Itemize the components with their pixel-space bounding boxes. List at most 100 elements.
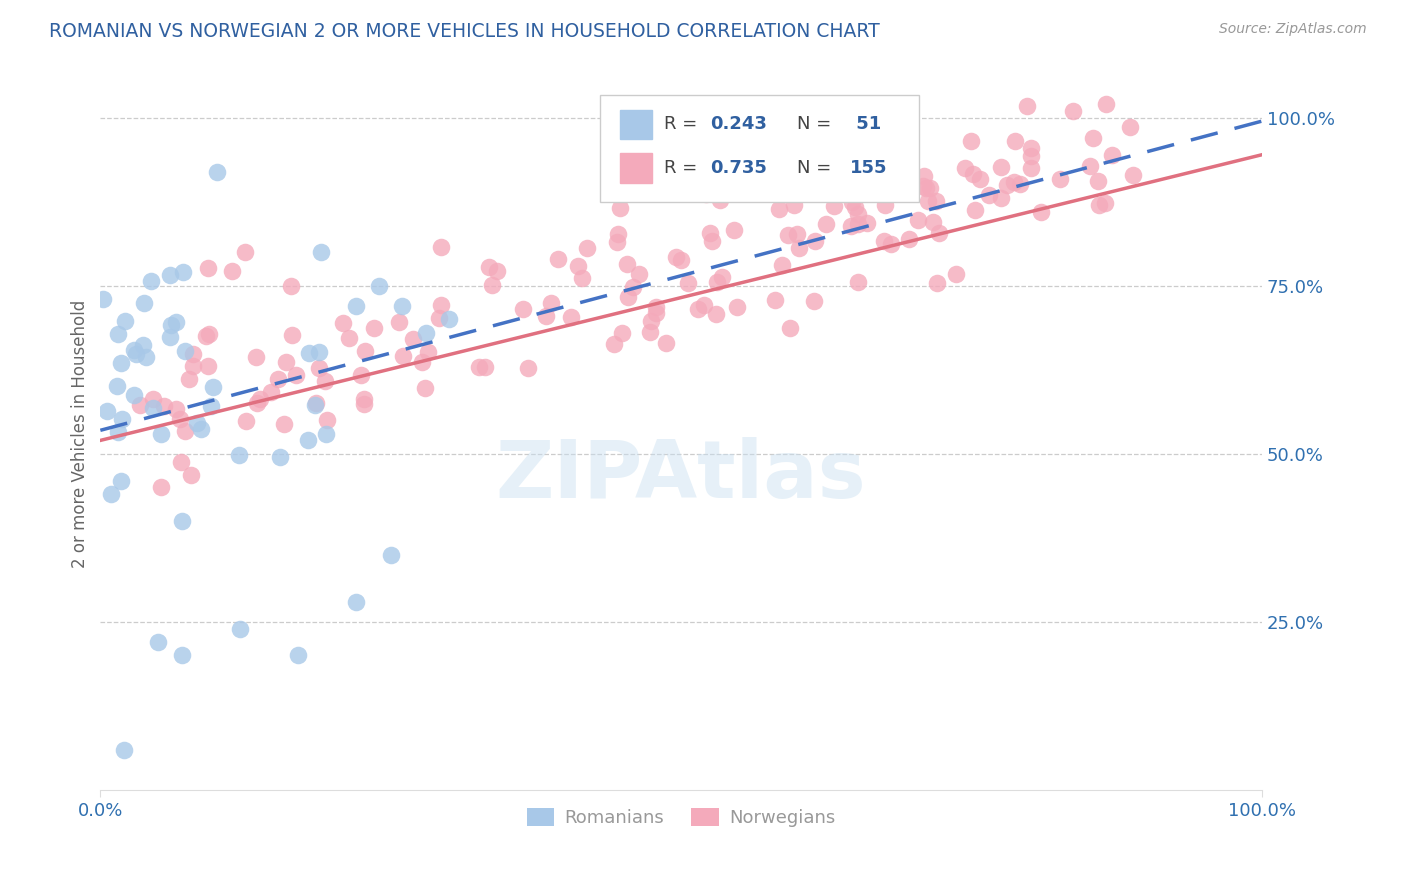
Point bbox=[174, 424, 197, 438]
Text: N =: N = bbox=[797, 159, 838, 177]
Point bbox=[907, 213, 929, 227]
Legend: Romanians, Norwegians: Romanians, Norwegians bbox=[519, 800, 842, 834]
Point bbox=[132, 296, 155, 310]
Point bbox=[1021, 141, 1043, 155]
Point bbox=[1002, 176, 1025, 190]
Point bbox=[337, 331, 360, 345]
Point bbox=[416, 344, 439, 359]
Point bbox=[873, 198, 896, 212]
Point bbox=[411, 354, 433, 368]
Point bbox=[287, 648, 309, 663]
Point bbox=[709, 193, 731, 207]
Point bbox=[804, 234, 827, 248]
Point bbox=[122, 388, 145, 402]
Point bbox=[474, 360, 496, 375]
Point bbox=[107, 327, 129, 342]
Point bbox=[706, 275, 728, 289]
Point bbox=[197, 359, 219, 373]
Point bbox=[180, 468, 202, 483]
Text: ZIPAtlas: ZIPAtlas bbox=[496, 437, 866, 516]
Point bbox=[609, 201, 631, 215]
Bar bbox=[620, 110, 652, 139]
Point bbox=[135, 350, 157, 364]
Point bbox=[186, 417, 208, 431]
Point bbox=[1087, 174, 1109, 188]
Point bbox=[960, 134, 983, 148]
Bar bbox=[620, 153, 652, 183]
Point bbox=[846, 275, 869, 289]
Point bbox=[763, 293, 786, 307]
Text: N =: N = bbox=[797, 115, 838, 134]
Point bbox=[616, 256, 638, 270]
Point bbox=[485, 264, 508, 278]
Point bbox=[114, 314, 136, 328]
Point bbox=[111, 412, 134, 426]
Point bbox=[1019, 149, 1042, 163]
Point bbox=[229, 622, 252, 636]
Point bbox=[918, 180, 941, 194]
Point bbox=[1081, 131, 1104, 145]
Point bbox=[616, 290, 638, 304]
Point bbox=[297, 434, 319, 448]
Point bbox=[725, 300, 748, 314]
Point bbox=[969, 171, 991, 186]
Point bbox=[169, 412, 191, 426]
Point bbox=[152, 400, 174, 414]
Point bbox=[354, 344, 377, 359]
Point bbox=[695, 186, 717, 201]
Point bbox=[815, 217, 838, 231]
Point bbox=[844, 200, 866, 214]
Point bbox=[315, 427, 337, 442]
Text: R =: R = bbox=[664, 115, 703, 134]
Point bbox=[353, 392, 375, 406]
Point bbox=[821, 181, 844, 195]
Point bbox=[1004, 134, 1026, 148]
Point bbox=[150, 427, 173, 442]
Point bbox=[402, 332, 425, 346]
Point bbox=[181, 359, 204, 373]
Point bbox=[640, 314, 662, 328]
Point bbox=[128, 398, 150, 412]
Point bbox=[159, 268, 181, 282]
Point bbox=[567, 259, 589, 273]
Point bbox=[170, 514, 193, 528]
Point bbox=[1029, 204, 1052, 219]
Point bbox=[921, 215, 943, 229]
Point bbox=[576, 241, 599, 255]
Point bbox=[1015, 99, 1038, 113]
Point bbox=[205, 164, 228, 178]
Point bbox=[391, 299, 413, 313]
Point bbox=[481, 278, 503, 293]
Point bbox=[990, 161, 1012, 175]
Point bbox=[723, 222, 745, 236]
Point bbox=[1094, 196, 1116, 211]
Point bbox=[628, 267, 651, 281]
Point bbox=[606, 235, 628, 249]
Point bbox=[995, 178, 1018, 193]
Point bbox=[645, 306, 668, 320]
Point bbox=[606, 227, 628, 241]
Point bbox=[165, 401, 187, 416]
Point bbox=[308, 360, 330, 375]
Point bbox=[977, 188, 1000, 202]
Point bbox=[194, 328, 217, 343]
Point bbox=[380, 548, 402, 562]
Point bbox=[846, 217, 869, 231]
Point bbox=[150, 480, 173, 494]
Point bbox=[105, 379, 128, 393]
Point bbox=[332, 316, 354, 330]
Point bbox=[1019, 161, 1042, 175]
Point bbox=[839, 219, 862, 233]
FancyBboxPatch shape bbox=[600, 95, 920, 202]
Point bbox=[621, 280, 644, 294]
Point bbox=[363, 320, 385, 334]
Point bbox=[478, 260, 501, 274]
Point bbox=[314, 374, 336, 388]
Point bbox=[704, 307, 727, 321]
Text: 155: 155 bbox=[849, 159, 887, 177]
Point bbox=[1122, 168, 1144, 182]
Point bbox=[990, 191, 1012, 205]
Point bbox=[676, 276, 699, 290]
Point bbox=[139, 275, 162, 289]
Point bbox=[768, 202, 790, 217]
